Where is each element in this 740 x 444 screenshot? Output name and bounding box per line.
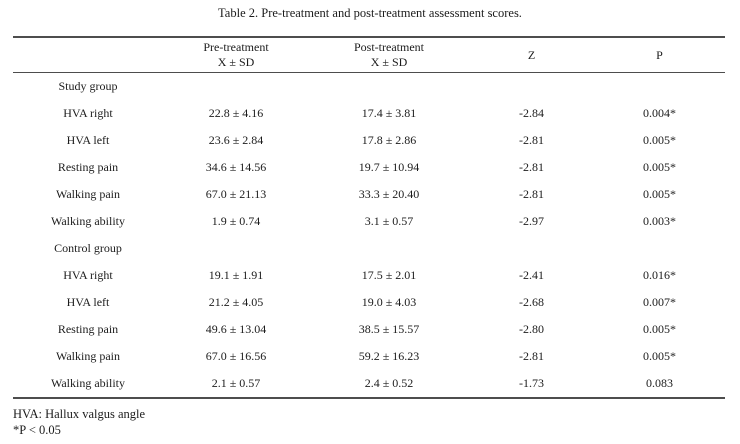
post-value-cell: 38.5 ± 15.57 [358, 322, 420, 336]
z-value-cell [469, 73, 594, 101]
table-row: Walking pain 67.0 ± 16.56 59.2 ± 16.23 -… [13, 343, 725, 370]
row-label-cell: HVA right [63, 268, 113, 282]
post-value-cell: 19.7 ± 10.94 [358, 160, 420, 174]
p-value-cell [594, 235, 725, 262]
header-rowlabel [13, 37, 163, 73]
row-label-cell: Walking pain [55, 349, 121, 363]
header-p: P [594, 37, 725, 73]
z-value-cell: -2.68 [519, 295, 544, 309]
table-row: Walking ability 1.9 ± 0.74 3.1 ± 0.57 -2… [13, 208, 725, 235]
pre-value-cell: 67.0 ± 21.13 [205, 187, 267, 201]
post-value-cell: 2.4 ± 0.52 [364, 376, 414, 390]
table-row-group-control: Control group [13, 235, 725, 262]
z-value-cell: -2.97 [519, 214, 544, 228]
pre-value-cell [163, 73, 309, 101]
p-value-cell: 0.004* [643, 106, 676, 120]
assessment-table: Pre-treatment X ± SD Post-treatment X ± … [13, 36, 725, 399]
row-label-cell: Resting pain [57, 160, 119, 174]
z-value-cell: -2.81 [519, 160, 544, 174]
z-value-cell: -2.84 [519, 106, 544, 120]
footnote-significance: *P < 0.05 [13, 422, 61, 437]
p-value-cell: 0.016* [643, 268, 676, 282]
table-row: HVA right 22.8 ± 4.16 17.4 ± 3.81 -2.84 … [13, 100, 725, 127]
header-pre-line2: X ± SD [217, 55, 255, 69]
table-row: HVA right 19.1 ± 1.91 17.5 ± 2.01 -2.41 … [13, 262, 725, 289]
pre-value-cell: 1.9 ± 0.74 [211, 214, 261, 228]
p-value-cell: 0.003* [643, 214, 676, 228]
table-row: Resting pain 34.6 ± 14.56 19.7 ± 10.94 -… [13, 154, 725, 181]
post-value-cell: 3.1 ± 0.57 [364, 214, 414, 228]
header-z: Z [469, 37, 594, 73]
pre-value-cell: 19.1 ± 1.91 [208, 268, 264, 282]
z-value-cell: -2.81 [519, 187, 544, 201]
table-footnotes: HVA: Hallux valgus angle *P < 0.05 [13, 407, 740, 438]
header-row: Pre-treatment X ± SD Post-treatment X ± … [13, 37, 725, 73]
post-value-cell: 17.8 ± 2.86 [361, 133, 417, 147]
pre-value-cell: 67.0 ± 16.56 [205, 349, 267, 363]
table-row: Walking pain 67.0 ± 21.13 33.3 ± 20.40 -… [13, 181, 725, 208]
post-value-cell [309, 235, 469, 262]
p-value-cell: 0.005* [643, 322, 676, 336]
table-row: HVA left 23.6 ± 2.84 17.8 ± 2.86 -2.81 0… [13, 127, 725, 154]
z-value-cell: -2.80 [519, 322, 544, 336]
pre-value-cell: 22.8 ± 4.16 [208, 106, 264, 120]
p-value-cell: 0.005* [643, 160, 676, 174]
z-value-cell: -2.81 [519, 133, 544, 147]
row-label-cell: Control group [54, 241, 122, 255]
header-post-line1: Post-treatment [354, 40, 424, 54]
table-row: HVA left 21.2 ± 4.05 19.0 ± 4.03 -2.68 0… [13, 289, 725, 316]
post-value-cell [309, 73, 469, 101]
table-row-group-study: Study group [13, 73, 725, 101]
z-value-cell: -1.73 [519, 376, 544, 390]
header-post-treatment: Post-treatment X ± SD [309, 37, 469, 73]
row-label-cell: HVA left [66, 133, 110, 147]
z-value-cell: -2.41 [519, 268, 544, 282]
header-post-line2: X ± SD [370, 55, 408, 69]
row-label-cell: HVA right [63, 106, 113, 120]
z-value-cell [469, 235, 594, 262]
table-row: Walking ability 2.1 ± 0.57 2.4 ± 0.52 -1… [13, 370, 725, 398]
post-value-cell: 33.3 ± 20.40 [358, 187, 420, 201]
p-value-cell: 0.007* [643, 295, 676, 309]
post-value-cell: 59.2 ± 16.23 [358, 349, 420, 363]
row-label-cell: Walking pain [55, 187, 121, 201]
z-value-cell: -2.81 [519, 349, 544, 363]
footnote-hva: HVA: Hallux valgus angle [13, 407, 146, 421]
row-label-cell: HVA left [66, 295, 110, 309]
p-value-cell: 0.083 [646, 376, 673, 390]
post-value-cell: 19.0 ± 4.03 [361, 295, 417, 309]
table-caption: Table 2. Pre-treatment and post-treatmen… [218, 6, 522, 20]
row-label-cell: Study group [58, 79, 118, 93]
pre-value-cell: 23.6 ± 2.84 [208, 133, 264, 147]
table-row: Resting pain 49.6 ± 13.04 38.5 ± 15.57 -… [13, 316, 725, 343]
p-value-cell: 0.005* [643, 187, 676, 201]
post-value-cell: 17.5 ± 2.01 [361, 268, 417, 282]
header-pre-treatment: Pre-treatment X ± SD [163, 37, 309, 73]
p-value-cell: 0.005* [643, 133, 676, 147]
row-label-cell: Resting pain [57, 322, 119, 336]
p-value-cell: 0.005* [643, 349, 676, 363]
pre-value-cell: 2.1 ± 0.57 [211, 376, 261, 390]
row-label-cell: Walking ability [50, 376, 126, 390]
pre-value-cell: 21.2 ± 4.05 [208, 295, 264, 309]
header-pre-line1: Pre-treatment [203, 40, 269, 54]
p-value-cell [594, 73, 725, 101]
pre-value-cell: 49.6 ± 13.04 [205, 322, 267, 336]
pre-value-cell [163, 235, 309, 262]
row-label-cell: Walking ability [50, 214, 126, 228]
pre-value-cell: 34.6 ± 14.56 [205, 160, 267, 174]
post-value-cell: 17.4 ± 3.81 [361, 106, 417, 120]
